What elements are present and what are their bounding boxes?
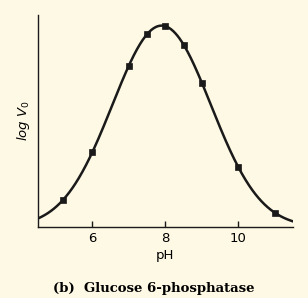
Text: (b)  Glucose 6-phosphatase: (b) Glucose 6-phosphatase xyxy=(53,282,255,295)
Y-axis label: log $V_0$: log $V_0$ xyxy=(15,101,32,142)
X-axis label: pH: pH xyxy=(156,249,174,262)
